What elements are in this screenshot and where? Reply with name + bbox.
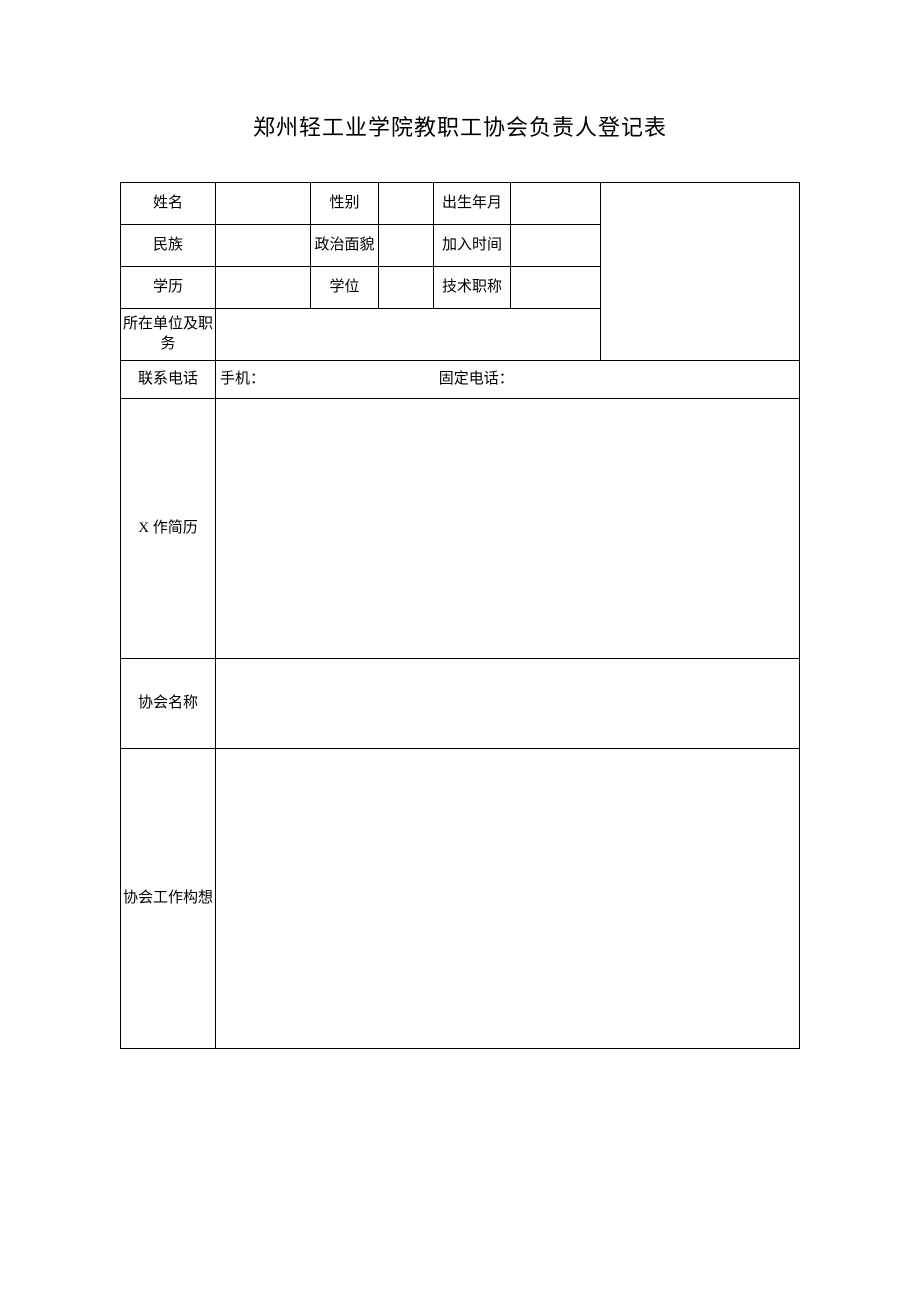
label-landline: 固定电话： bbox=[439, 370, 514, 390]
value-gender bbox=[379, 183, 434, 225]
label-gender: 性别 bbox=[311, 183, 379, 225]
table-row: 姓名 性别 出生年月 bbox=[121, 183, 800, 225]
label-name: 姓名 bbox=[121, 183, 216, 225]
value-tech-title bbox=[511, 267, 601, 309]
value-resume bbox=[216, 399, 800, 659]
value-assoc-name bbox=[216, 659, 800, 749]
value-name bbox=[216, 183, 311, 225]
label-birth: 出生年月 bbox=[434, 183, 511, 225]
photo-cell bbox=[601, 183, 800, 361]
phone-cell: 手机： 固定电话： bbox=[216, 361, 800, 399]
registration-form-table: 姓名 性别 出生年月 民族 政治面貌 加入时间 学历 学位 技术职称 所在单位及… bbox=[120, 182, 800, 1049]
table-row: X 作简历 bbox=[121, 399, 800, 659]
value-political bbox=[379, 225, 434, 267]
value-birth bbox=[511, 183, 601, 225]
label-mobile: 手机： bbox=[220, 370, 265, 390]
label-resume: X 作简历 bbox=[121, 399, 216, 659]
table-row: 协会名称 bbox=[121, 659, 800, 749]
label-ethnicity: 民族 bbox=[121, 225, 216, 267]
label-phone: 联系电话 bbox=[121, 361, 216, 399]
page-title: 郑州轻工业学院教职工协会负责人登记表 bbox=[120, 110, 800, 142]
label-education: 学历 bbox=[121, 267, 216, 309]
value-degree bbox=[379, 267, 434, 309]
value-unit-position bbox=[216, 309, 601, 361]
value-education bbox=[216, 267, 311, 309]
label-work-concept: 协会工作构想 bbox=[121, 749, 216, 1049]
label-assoc-name: 协会名称 bbox=[121, 659, 216, 749]
table-row: 联系电话 手机： 固定电话： bbox=[121, 361, 800, 399]
label-political: 政治面貌 bbox=[311, 225, 379, 267]
label-degree: 学位 bbox=[311, 267, 379, 309]
label-tech-title: 技术职称 bbox=[434, 267, 511, 309]
value-ethnicity bbox=[216, 225, 311, 267]
value-work-concept bbox=[216, 749, 800, 1049]
label-join-time: 加入时间 bbox=[434, 225, 511, 267]
table-row: 协会工作构想 bbox=[121, 749, 800, 1049]
label-unit-position: 所在单位及职务 bbox=[121, 309, 216, 361]
value-join-time bbox=[511, 225, 601, 267]
